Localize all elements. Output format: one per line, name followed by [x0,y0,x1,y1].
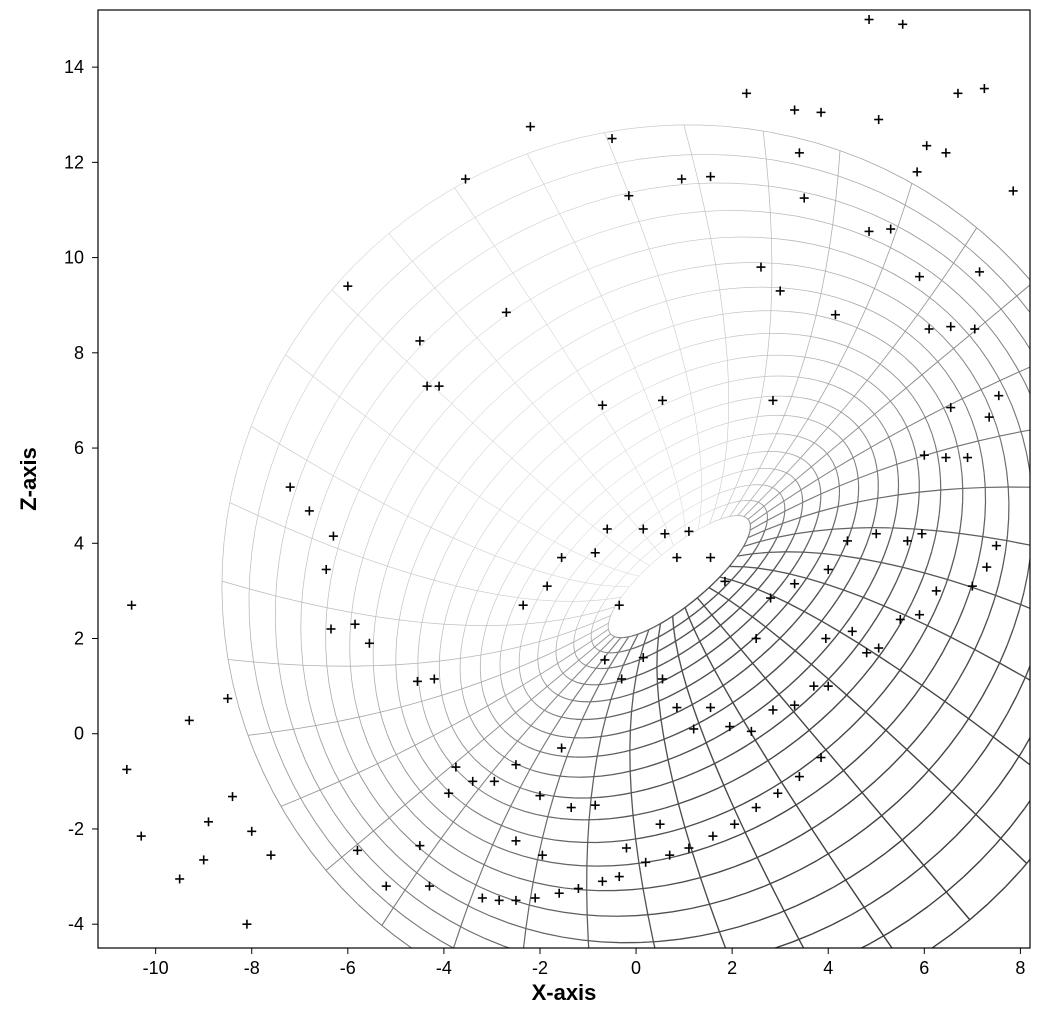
y-axis-title: Z-axis [16,447,41,511]
y-tick-label: 14 [64,57,84,77]
x-tick-label: -8 [244,958,260,978]
x-tick-label: -10 [143,958,169,978]
surface-mesh [222,125,1043,1020]
y-tick-label: 6 [74,438,84,458]
x-tick-label: -6 [340,958,356,978]
scatter-with-mesh-plot: -10 -8 -6 -4 -2 0 2 4 6 8 -4 -2 0 2 4 6 8 10 12 14 X-axis Z-a… [0,0,1043,1020]
y-tick-label: 10 [64,248,84,268]
y-tick-label: 2 [74,629,84,649]
x-tick-label: 2 [727,958,737,978]
x-tick-label: 6 [919,958,929,978]
axis-ticks: -10 -8 -6 -4 -2 0 2 4 6 8 -4 -2 0 2 4 6 8 10 12 14 [64,57,1025,978]
x-tick-label: 8 [1015,958,1025,978]
y-tick-label: 12 [64,152,84,172]
x-axis-title: X-axis [532,980,597,1005]
y-tick-label: -4 [68,914,84,934]
x-tick-label: -4 [436,958,452,978]
x-tick-label: -2 [532,958,548,978]
y-tick-label: -2 [68,819,84,839]
x-tick-label: 0 [631,958,641,978]
y-tick-label: 8 [74,343,84,363]
x-tick-label: 4 [823,958,833,978]
scatter-markers [122,15,1017,929]
plot-border [98,10,1030,948]
y-tick-label: 4 [74,533,84,553]
y-tick-label: 0 [74,724,84,744]
